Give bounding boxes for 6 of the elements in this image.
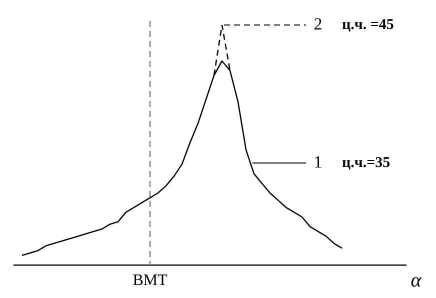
- annotation: ц.ч.=35: [342, 154, 390, 171]
- x-axis-title: α: [410, 269, 422, 292]
- text: ВМТ: [132, 272, 168, 290]
- legend-label: 1: [314, 152, 322, 172]
- annotation: ц.ч. =45: [342, 16, 394, 33]
- legend-label: 2: [314, 14, 322, 34]
